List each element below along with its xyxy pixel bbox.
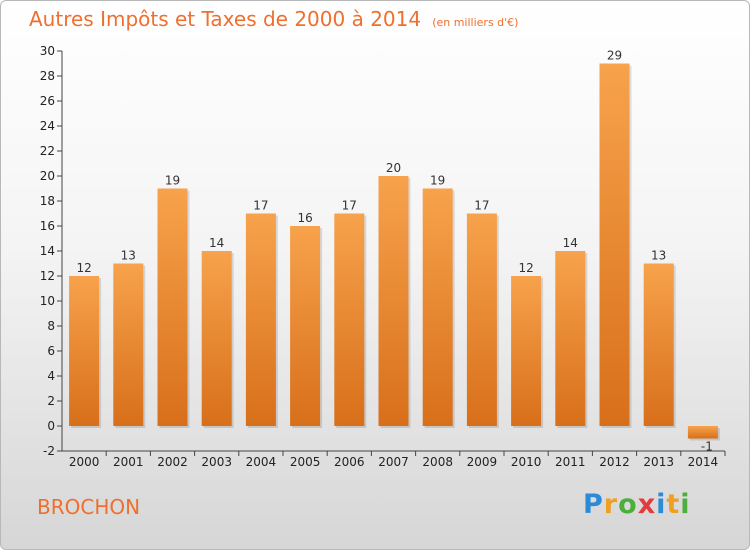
y-tick-label: 10: [40, 294, 55, 308]
bar-group: 14: [555, 236, 588, 428]
x-tick-label: 2012: [599, 455, 630, 469]
x-tick-label: 2004: [246, 455, 277, 469]
bar: [422, 188, 453, 426]
y-tick-label: 14: [40, 244, 55, 258]
bar-value-label: 16: [297, 211, 312, 225]
bar: [555, 251, 586, 426]
y-tick-label: 24: [40, 119, 55, 133]
bar-group: 12: [511, 261, 544, 428]
logo-letter: r: [603, 489, 619, 520]
x-tick-label: 2010: [511, 455, 542, 469]
x-tick-label: 2000: [69, 455, 100, 469]
bar: [466, 213, 497, 426]
bar-group: 17: [245, 199, 278, 428]
bar: [290, 226, 321, 426]
proxiti-logo: Proxiti: [583, 489, 691, 520]
y-tick-label: 22: [40, 144, 55, 158]
y-tick-label: 26: [40, 94, 55, 108]
bar: [157, 188, 188, 426]
x-tick-label: 2006: [334, 455, 365, 469]
chart-title-block: Autres Impôts et Taxes de 2000 à 2014 (e…: [29, 7, 518, 31]
bar-group: 13: [113, 249, 146, 428]
bar-value-label: 17: [342, 199, 357, 213]
bar-group: 14: [201, 236, 234, 428]
x-tick-label: 2001: [113, 455, 144, 469]
x-tick-label: 2011: [555, 455, 586, 469]
y-tick-label: 12: [40, 269, 55, 283]
bar-group: 16: [290, 211, 323, 428]
y-tick-label: 30: [40, 44, 55, 58]
bar-group: 13: [643, 249, 676, 428]
bar-group: 19: [422, 174, 455, 428]
bar-value-label: 17: [253, 199, 268, 213]
y-tick-label: 28: [40, 69, 55, 83]
y-tick-label: 16: [40, 219, 55, 233]
bar-group: 17: [466, 199, 499, 428]
bar: [511, 276, 542, 426]
bar-group: 19: [157, 174, 190, 428]
x-tick-label: 2002: [157, 455, 188, 469]
bar: [334, 213, 365, 426]
bar: [113, 263, 144, 426]
bar-value-label: 20: [386, 161, 401, 175]
logo-letter: x: [637, 489, 657, 520]
y-tick-label: 6: [47, 344, 55, 358]
y-tick-label: 20: [40, 169, 55, 183]
bar-value-label: 19: [430, 174, 445, 188]
bar: [643, 263, 674, 426]
logo-letter: o: [618, 489, 638, 520]
y-tick-label: 0: [47, 419, 55, 433]
logo-letter: i: [656, 489, 667, 520]
x-tick-label: 2014: [688, 455, 719, 469]
bar-group: 20: [378, 161, 411, 428]
bar: [599, 63, 630, 426]
logo-letter: t: [666, 489, 681, 520]
y-tick-label: 4: [47, 369, 55, 383]
x-tick-label: 2005: [290, 455, 321, 469]
bar-value-label: 19: [165, 174, 180, 188]
bar-value-label: 14: [563, 236, 578, 250]
x-tick-label: 2007: [378, 455, 409, 469]
bar-value-label: 17: [474, 199, 489, 213]
chart-unit: (en milliers d'€): [432, 16, 519, 29]
bar-value-label: -1: [701, 440, 713, 454]
x-tick-label: 2009: [467, 455, 498, 469]
x-tick-label: 2003: [201, 455, 232, 469]
bar: [378, 176, 409, 426]
x-tick-label: 2008: [422, 455, 453, 469]
bar: [245, 213, 276, 426]
bar-group: 29: [599, 49, 632, 428]
bar-value-label: 14: [209, 236, 224, 250]
bar-group: -1: [687, 426, 720, 454]
bar-value-label: 13: [121, 249, 136, 263]
y-tick-label: 18: [40, 194, 55, 208]
logo-letter: i: [680, 489, 691, 520]
bar-value-label: 29: [607, 49, 622, 63]
bar: [687, 426, 718, 439]
chart-title: Autres Impôts et Taxes de 2000 à 2014: [29, 7, 422, 31]
bar-value-label: 13: [651, 249, 666, 263]
bar-value-label: 12: [76, 261, 91, 275]
bar: [69, 276, 100, 426]
bar-value-label: 12: [518, 261, 533, 275]
y-tick-label: 8: [47, 319, 55, 333]
y-tick-label: 2: [47, 394, 55, 408]
bar-group: 12: [69, 261, 102, 428]
logo-letter: P: [583, 489, 604, 520]
x-tick-label: 2013: [643, 455, 674, 469]
y-tick-label: -2: [43, 444, 55, 458]
bar: [201, 251, 232, 426]
bar-group: 17: [334, 199, 367, 428]
place-name: BROCHON: [37, 495, 141, 519]
